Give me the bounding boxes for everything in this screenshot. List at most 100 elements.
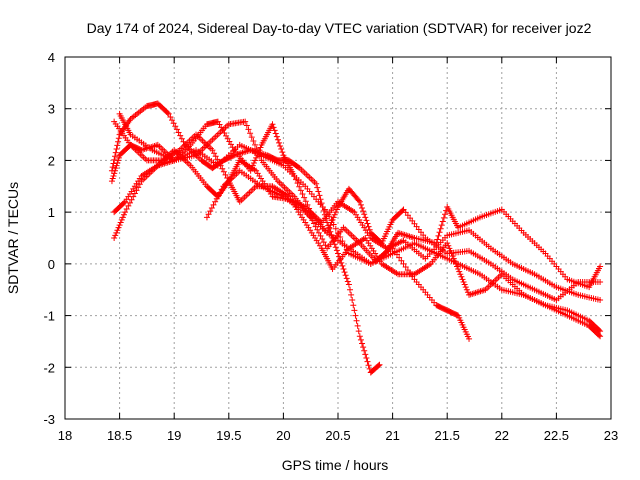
data-point [340,266,347,273]
data-point [113,162,120,169]
data-point [133,187,140,194]
data-point [215,192,222,199]
chart-title: Day 174 of 2024, Sidereal Day-to-day VTE… [87,20,592,36]
data-point [364,220,371,227]
data-point [212,198,219,205]
data-point [212,153,219,160]
data-point [109,164,116,171]
data-point [319,236,326,243]
data-point [203,214,210,221]
data-point [210,201,217,208]
data-point [455,266,462,273]
data-point [365,223,372,230]
data-point [315,188,322,195]
data-point [339,262,346,269]
data-point [595,327,602,334]
data-point [337,256,344,263]
data-point [115,154,122,161]
data-point [440,214,447,221]
data-point [357,201,364,208]
data-point [342,272,349,279]
data-point [353,317,360,324]
x-tick-label: 18 [58,428,72,443]
data-point [112,165,119,172]
data-point [243,122,250,129]
series-track-3 [111,147,604,304]
data-point [349,297,356,304]
series-track-1 [108,100,383,376]
data-point [109,175,116,182]
data-point [315,229,322,236]
data-point [113,229,120,236]
data-point [332,225,339,232]
data-point [597,263,604,270]
data-point [361,211,368,218]
data-point [169,117,176,124]
data-point [214,156,221,163]
data-point [279,149,286,156]
data-point [317,232,324,239]
data-point [328,217,335,224]
data-point [165,110,172,117]
data-point [222,171,229,178]
data-point [436,229,443,236]
data-point [365,362,372,369]
data-point [399,207,406,214]
data-point [433,240,440,247]
data-point [302,198,309,205]
data-point [466,335,473,342]
data-point [362,214,369,221]
data-point [333,247,340,254]
data-point [277,142,284,149]
data-point [218,186,225,193]
data-point [597,328,604,335]
data-point [271,127,278,134]
data-point [457,271,464,278]
x-tick-label: 20.5 [325,428,350,443]
data-point [597,333,604,340]
y-tick-label: 4 [48,50,55,65]
data-point [215,159,222,166]
data-point [461,281,468,288]
data-point [123,206,130,213]
data-point [329,216,336,223]
axis-ticks [64,56,612,420]
data-point [355,197,362,204]
data-point [458,273,465,280]
data-point [314,184,321,191]
data-point [316,192,323,199]
data-point [219,165,226,172]
data-point [330,214,337,221]
data-point [347,286,354,293]
x-tick-label: 23 [604,428,618,443]
data-point [250,160,257,167]
data-point [360,208,367,215]
data-point [597,297,604,304]
data-point [272,130,279,137]
data-point [131,190,138,197]
data-point [434,236,441,243]
data-point [164,109,171,116]
data-point [335,250,341,257]
data-point [250,138,257,145]
data-point [110,172,117,179]
data-point [296,183,303,190]
series-track-7 [203,167,604,335]
data-point [115,157,122,164]
data-point [167,113,174,120]
data-point [128,196,135,203]
x-tick-label: 22.5 [544,428,569,443]
data-point [172,123,179,130]
data-point [126,199,133,206]
data-point [350,302,357,309]
data-point [217,189,224,196]
data-point [120,199,127,206]
data-point [278,146,285,153]
data-point [111,235,118,241]
data-point [324,209,331,216]
data-point [375,362,382,369]
data-point [220,168,227,175]
data-point [209,147,216,154]
data-point [444,240,451,247]
